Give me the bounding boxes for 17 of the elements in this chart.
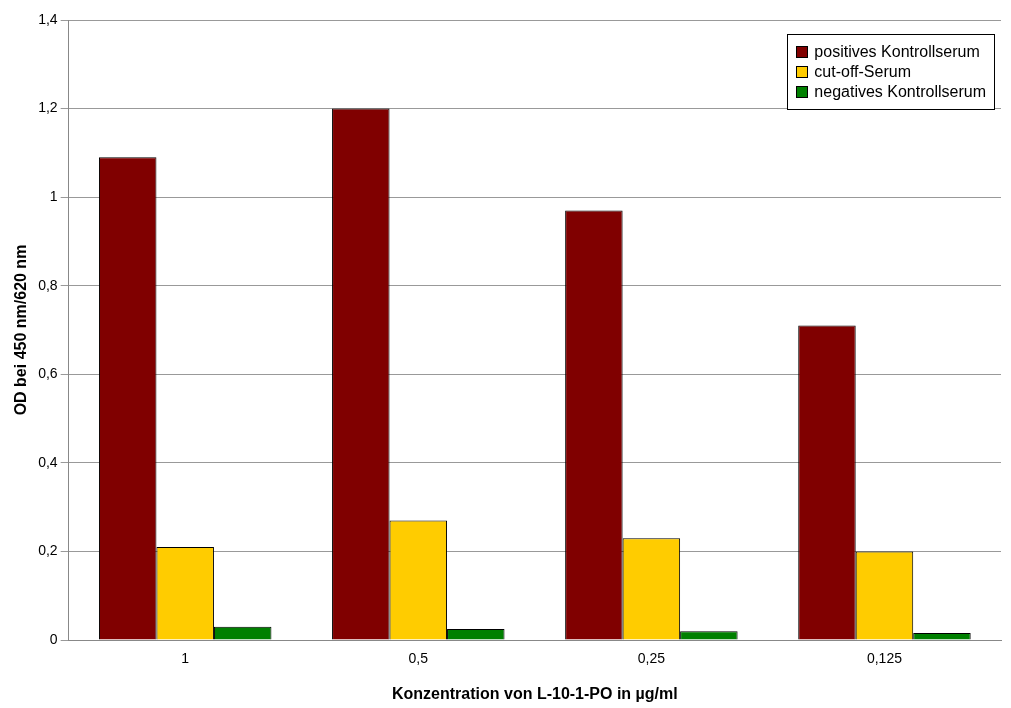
y-tick-label: 0 <box>49 630 58 647</box>
x-tick-label: 0,5 <box>408 650 429 667</box>
y-tick-label: 0,8 <box>38 276 58 293</box>
legend-label: positives Kontrollserum <box>814 43 980 61</box>
x-axis-title: Konzentration von L-10-1-PO in µg/ml <box>391 684 678 702</box>
x-tick-label: 0,125 <box>866 650 903 667</box>
y-tick-label: 1,4 <box>38 10 58 27</box>
y-tick-label: 1 <box>49 188 58 204</box>
legend-label: negatives Kontrollserum <box>814 83 986 101</box>
y-tick-label: 0,2 <box>38 542 58 559</box>
y-axis-title: OD bei 450 nm/620 nm <box>12 244 30 416</box>
x-tick-label: 0,25 <box>637 650 666 667</box>
y-tick-label: 0,6 <box>38 365 58 382</box>
legend-label: cut-off-Serum <box>814 63 911 81</box>
y-tick-label: 0,4 <box>38 453 58 470</box>
x-tick-label: 1 <box>181 650 190 667</box>
y-tick-label: 1,2 <box>38 99 58 116</box>
